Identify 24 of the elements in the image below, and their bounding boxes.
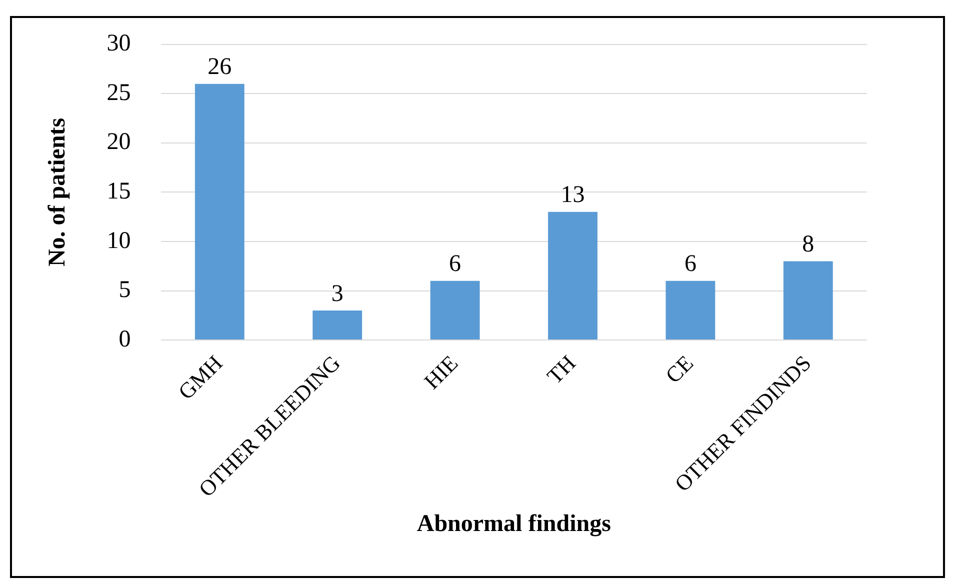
data-label: 26: [208, 54, 232, 80]
bar: [194, 84, 244, 340]
data-label: 6: [449, 251, 462, 278]
y-tick-label: 25: [106, 80, 131, 106]
bar: [548, 212, 598, 340]
y-tick-label: 10: [106, 228, 131, 254]
y-tick-label: 30: [106, 30, 131, 57]
data-label: 8: [802, 231, 814, 258]
bar: [783, 261, 833, 340]
y-axis-title: No. of patients: [44, 118, 71, 267]
y-tick-label: 5: [118, 277, 131, 304]
bar: [312, 310, 362, 340]
x-tick-label: CE: [660, 350, 698, 388]
bar: [430, 280, 480, 340]
x-tick-label: HIE: [419, 350, 463, 394]
x-tick-label: TH: [542, 350, 580, 389]
y-tick-label: 0: [118, 326, 131, 352]
data-label: 13: [560, 182, 585, 208]
data-label: 3: [331, 280, 344, 307]
bar: [666, 280, 716, 340]
x-axis-title: Abnormal findings: [416, 510, 611, 537]
y-tick-label: 15: [106, 178, 131, 205]
y-tick-label: 20: [106, 129, 131, 156]
data-label: 6: [684, 251, 696, 278]
